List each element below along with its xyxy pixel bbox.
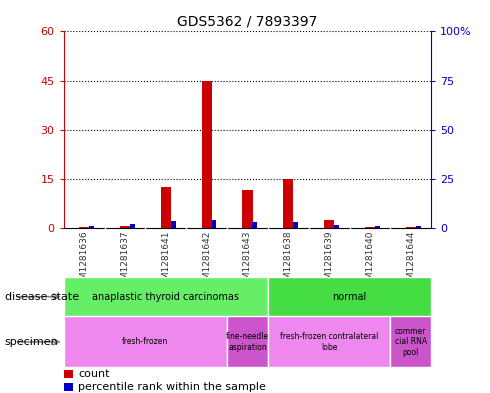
Bar	[406, 227, 416, 228]
Text: GSM1281643: GSM1281643	[243, 230, 252, 291]
Bar	[64, 383, 73, 391]
Bar	[268, 277, 431, 316]
Bar	[64, 370, 73, 378]
Bar	[201, 81, 212, 228]
Bar	[161, 187, 171, 228]
Bar	[171, 221, 175, 228]
Text: disease state: disease state	[5, 292, 79, 302]
Text: anaplastic thyroid carcinomas: anaplastic thyroid carcinomas	[92, 292, 239, 302]
Bar	[64, 316, 227, 367]
Bar	[268, 316, 391, 367]
Title: GDS5362 / 7893397: GDS5362 / 7893397	[177, 15, 318, 29]
Bar	[227, 316, 268, 367]
Bar	[324, 220, 334, 228]
Bar	[120, 226, 130, 228]
Bar	[375, 226, 380, 228]
Text: GSM1281644: GSM1281644	[406, 230, 416, 291]
Text: commer
cial RNA
pool: commer cial RNA pool	[395, 327, 427, 357]
Bar	[212, 220, 217, 228]
Text: percentile rank within the sample: percentile rank within the sample	[78, 382, 266, 392]
Bar	[64, 277, 268, 316]
Bar	[130, 224, 135, 228]
Text: GSM1281637: GSM1281637	[121, 230, 129, 291]
Bar	[79, 227, 89, 228]
Text: count: count	[78, 369, 110, 379]
Text: fresh-frozen contralateral
lobe: fresh-frozen contralateral lobe	[280, 332, 378, 352]
Text: GSM1281640: GSM1281640	[366, 230, 374, 291]
Bar	[89, 226, 94, 228]
Bar	[391, 316, 431, 367]
Text: GSM1281642: GSM1281642	[202, 230, 211, 291]
Bar	[283, 179, 294, 228]
Text: fresh-frozen: fresh-frozen	[122, 338, 169, 346]
Text: normal: normal	[332, 292, 367, 302]
Text: GSM1281639: GSM1281639	[324, 230, 334, 291]
Text: GSM1281638: GSM1281638	[284, 230, 293, 291]
Bar	[252, 222, 257, 228]
Text: fine-needle
aspiration: fine-needle aspiration	[226, 332, 269, 352]
Text: GSM1281636: GSM1281636	[79, 230, 89, 291]
Bar	[365, 227, 375, 228]
Bar	[416, 226, 420, 228]
Bar	[243, 190, 252, 228]
Text: specimen: specimen	[5, 337, 59, 347]
Bar	[293, 222, 298, 228]
Bar	[334, 225, 339, 228]
Text: GSM1281641: GSM1281641	[161, 230, 171, 291]
